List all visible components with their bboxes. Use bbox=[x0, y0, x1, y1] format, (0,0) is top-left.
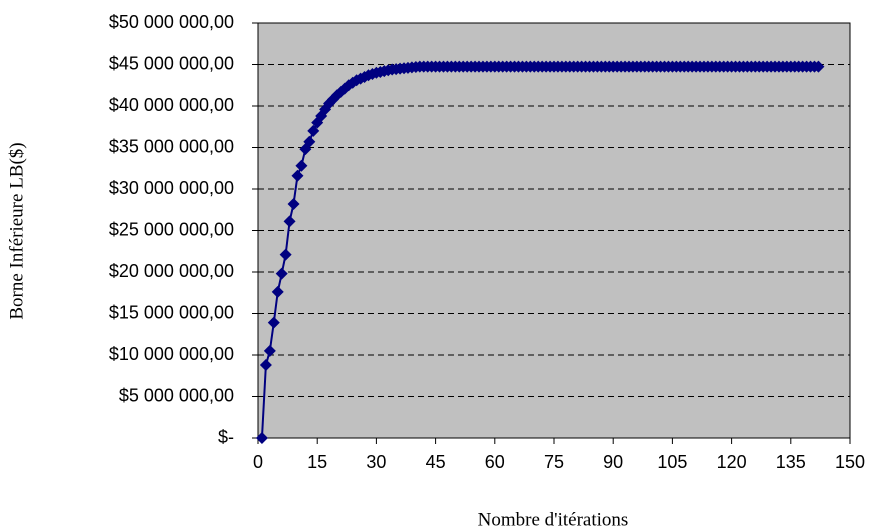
marker bbox=[295, 159, 308, 172]
y-tick-label: $45 000 000,00 bbox=[109, 53, 234, 73]
y-tick-label: $50 000 000,00 bbox=[109, 12, 234, 32]
marker bbox=[303, 135, 316, 148]
x-tick-label: 45 bbox=[426, 452, 446, 472]
marker bbox=[291, 169, 304, 182]
marker bbox=[275, 267, 288, 280]
y-tick-label: $- bbox=[218, 427, 234, 447]
x-tick-label: 120 bbox=[717, 452, 747, 472]
marker bbox=[263, 344, 276, 357]
marker bbox=[307, 124, 320, 137]
marker bbox=[255, 432, 268, 444]
y-tick-label: $20 000 000,00 bbox=[109, 261, 234, 281]
x-tick-label: 90 bbox=[603, 452, 623, 472]
x-tick-label: 60 bbox=[485, 452, 505, 472]
x-tick-label: 150 bbox=[835, 452, 865, 472]
y-tick-label: $40 000 000,00 bbox=[109, 95, 234, 115]
marker bbox=[267, 316, 280, 329]
x-tick-label: 75 bbox=[544, 452, 564, 472]
marker bbox=[812, 60, 825, 73]
marker bbox=[271, 285, 284, 298]
marker bbox=[283, 215, 296, 228]
y-tick-label: $15 000 000,00 bbox=[109, 302, 234, 322]
y-tick-label: $25 000 000,00 bbox=[109, 219, 234, 239]
x-axis-label: Nombre d'itérations bbox=[478, 509, 629, 530]
y-tick-label: $30 000 000,00 bbox=[109, 178, 234, 198]
y-tick-label: $5 000 000,00 bbox=[119, 385, 234, 405]
marker bbox=[287, 197, 300, 210]
marker bbox=[259, 358, 272, 371]
x-tick-label: 15 bbox=[307, 452, 327, 472]
y-axis-label: Borne Inférieure LB($) bbox=[6, 142, 27, 319]
x-tick-label: 105 bbox=[657, 452, 687, 472]
y-tick-label: $10 000 000,00 bbox=[109, 344, 234, 364]
x-tick-label: 0 bbox=[253, 452, 263, 472]
marker bbox=[279, 248, 292, 261]
y-tick-label: $35 000 000,00 bbox=[109, 136, 234, 156]
x-tick-label: 135 bbox=[776, 452, 806, 472]
plot-border bbox=[257, 22, 851, 439]
x-tick-label: 30 bbox=[366, 452, 386, 472]
